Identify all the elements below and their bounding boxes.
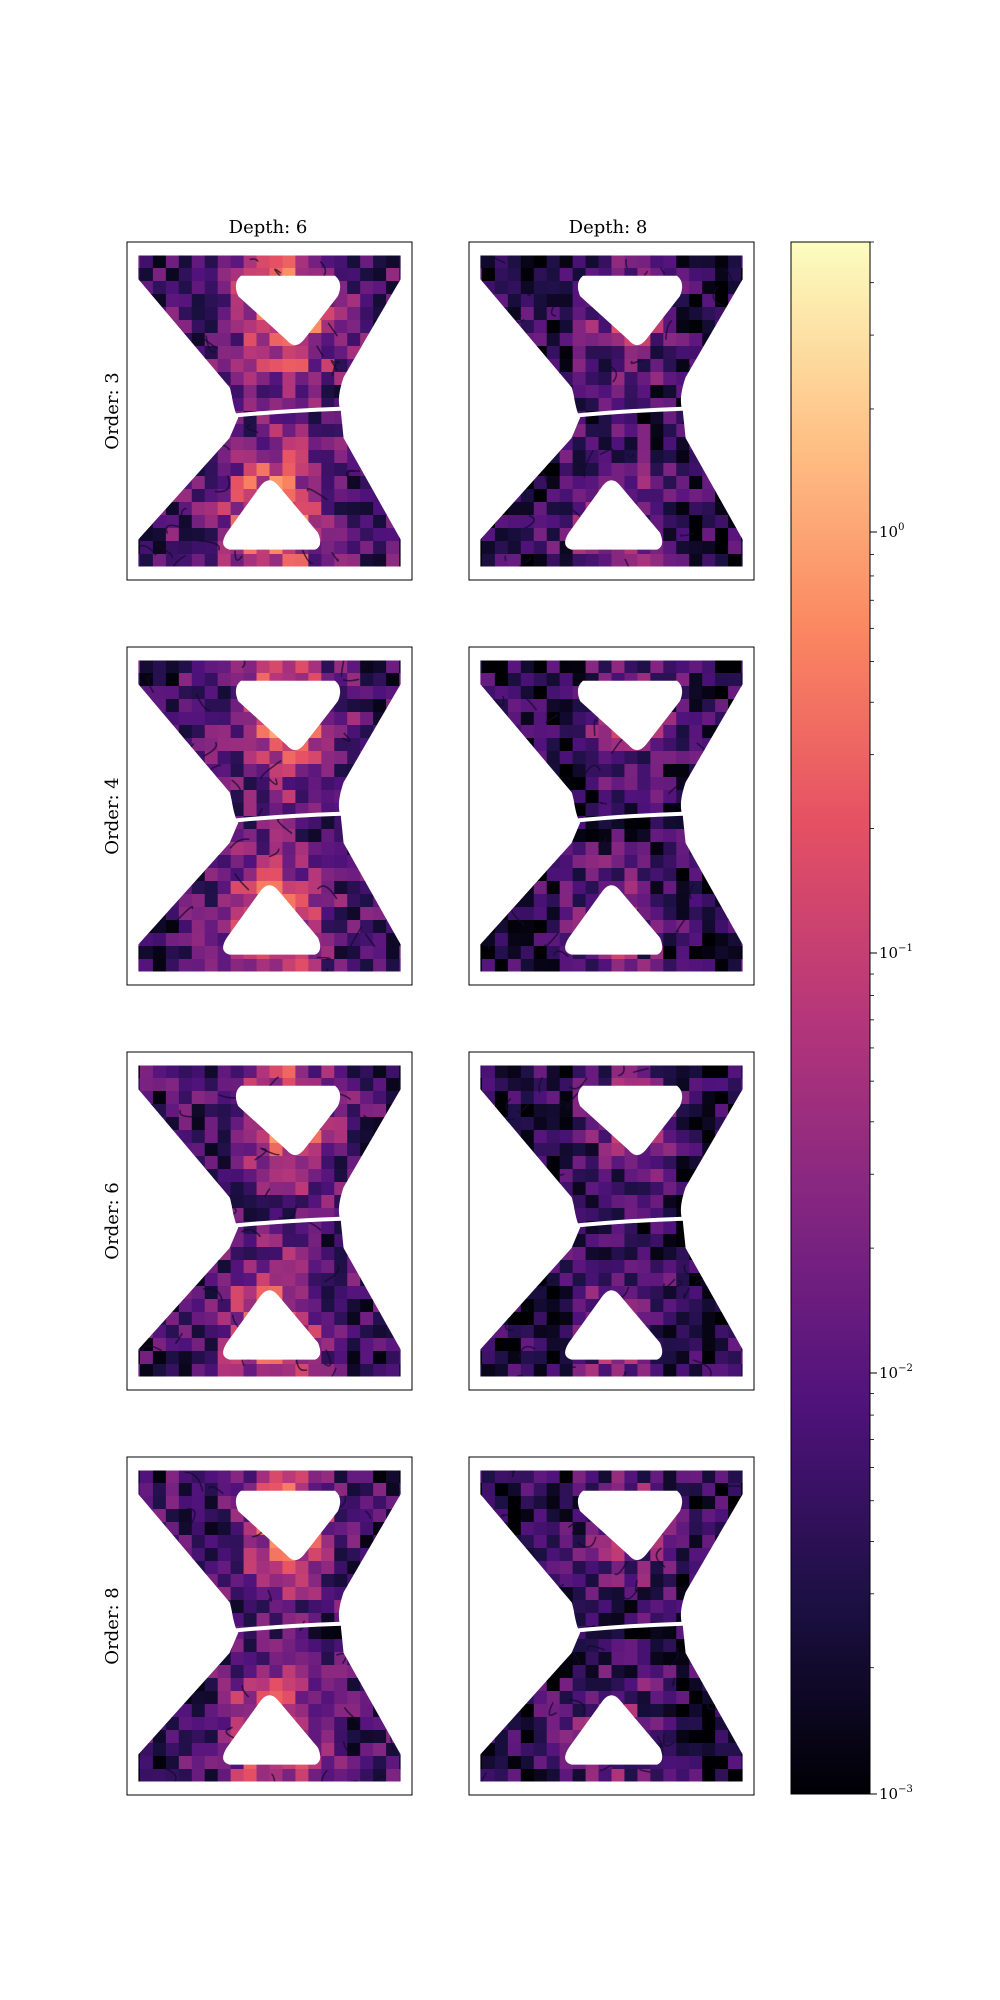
colorbar [790,241,871,1795]
hole-top [235,1490,341,1561]
crack-line [574,1621,683,1633]
hole-top [577,1085,683,1156]
hole-top [577,275,683,346]
hole-bottom [223,885,321,955]
hole-top [235,680,341,751]
hole-bottom [223,1695,321,1765]
svg-text:10−1: 10−1 [879,943,913,962]
hole-bottom [565,1695,663,1765]
crack-line [232,1621,341,1633]
hole-top [235,1085,341,1156]
colorbar-tick-1e-2: 10−2 [870,1363,913,1382]
colorbar-minor-ticks [870,241,874,1669]
heatmap-panel-r1-c1 [468,646,755,986]
hole-bottom [565,480,663,550]
crack-line [574,406,683,418]
panel-frame [468,241,755,581]
heatmap-panel-r0-c0 [126,241,413,581]
heatmap-panel-r2-c0 [126,1051,413,1391]
row-title-order-4: Order: 4 [102,777,123,854]
hole-bottom [565,885,663,955]
panel-frame [468,646,755,986]
colorbar-tick-1e0: 100 [870,522,904,541]
svg-text:100: 100 [879,522,904,541]
heatmap-panel-r0-c1 [468,241,755,581]
hole-bottom [223,480,321,550]
heatmap-panel-r3-c1 [468,1456,755,1796]
column-title-depth-8: Depth: 8 [569,217,648,238]
heatmap-panel-r1-c0 [126,646,413,986]
colorbar-tick-1e-1: 10−1 [870,943,913,962]
panel-frame [126,646,413,986]
panel-frame [126,1456,413,1796]
hole-bottom [565,1290,663,1360]
panel-frame [468,1051,755,1391]
panel-frame [126,241,413,581]
panel-frame [468,1456,755,1796]
crack-line [574,811,683,823]
hole-bottom [223,1290,321,1360]
panels [126,241,755,1796]
crack-line [232,811,341,823]
crack-line [232,406,341,418]
row-title-order-6: Order: 6 [102,1182,123,1259]
heatmap-panel-r3-c0 [126,1456,413,1796]
panel-frame [126,1051,413,1391]
hole-top [235,275,341,346]
hole-top [577,1490,683,1561]
hole-top [577,680,683,751]
crack-line [232,1216,341,1228]
svg-text:10−2: 10−2 [879,1363,913,1382]
heatmap-panel-r2-c1 [468,1051,755,1391]
column-title-depth-6: Depth: 6 [229,217,308,238]
colorbar-tick-1e-3: 10−3 [870,1784,913,1803]
row-title-order-3: Order: 3 [102,372,123,449]
svg-text:10−3: 10−3 [879,1784,913,1803]
row-title-order-8: Order: 8 [102,1587,123,1664]
crack-line [574,1216,683,1228]
